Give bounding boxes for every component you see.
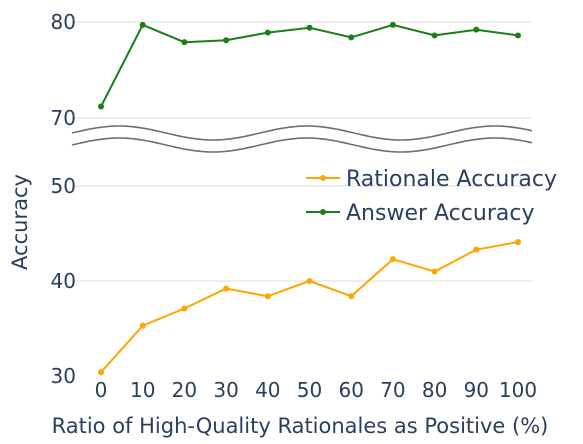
x-tick-label: 10 <box>130 378 155 402</box>
x-tick-label: 100 <box>499 378 537 402</box>
data-point <box>98 103 104 110</box>
data-point <box>264 29 271 36</box>
series-line <box>100 241 519 373</box>
x-tick-label: 20 <box>172 378 197 402</box>
data-point <box>389 256 396 263</box>
x-tick-label: 40 <box>255 378 280 402</box>
legend-item: Answer Accuracy <box>306 201 534 226</box>
data-point <box>264 293 271 300</box>
data-point <box>389 21 396 28</box>
x-tick-label: 70 <box>380 378 405 402</box>
x-tick-label: 50 <box>297 378 322 402</box>
y-tick-labels: 30 40 50 70 80 <box>51 10 76 388</box>
series-rationale-accuracy <box>98 239 521 376</box>
y-tick-label: 70 <box>51 106 76 130</box>
y-tick-label: 80 <box>51 10 76 34</box>
axis-break-fill <box>72 126 532 152</box>
y-tick-label: 50 <box>51 174 76 198</box>
data-point <box>223 37 230 44</box>
x-tick-label: 60 <box>338 378 363 402</box>
data-point <box>139 21 146 28</box>
data-point <box>431 32 438 39</box>
axis-break-wave-upper <box>71 125 533 141</box>
data-point <box>181 305 188 312</box>
legend: Rationale Accuracy Answer Accuracy <box>306 167 557 226</box>
data-point <box>515 239 521 246</box>
data-point <box>348 34 355 41</box>
y-axis-title: Accuracy <box>8 174 32 270</box>
data-point <box>306 278 313 284</box>
legend-label: Rationale Accuracy <box>346 167 557 192</box>
data-point <box>473 26 480 33</box>
y-tick-label: 40 <box>51 269 76 293</box>
x-tick-label: 90 <box>464 378 489 402</box>
data-point <box>473 246 480 253</box>
data-point <box>181 39 188 46</box>
series-answer-accuracy <box>98 21 521 110</box>
axis-break-marker <box>71 125 533 153</box>
x-axis-title: Ratio of High-Quality Rationales as Posi… <box>52 414 549 438</box>
data-point <box>306 24 313 31</box>
y-tick-label: 30 <box>51 364 76 388</box>
legend-swatch-marker <box>320 209 326 215</box>
series-line <box>100 23 519 107</box>
legend-item: Rationale Accuracy <box>306 167 557 192</box>
data-point <box>515 32 521 39</box>
data-point <box>139 322 146 329</box>
legend-swatch-marker <box>320 175 326 181</box>
x-tick-label: 30 <box>213 378 238 402</box>
grid-lines <box>72 21 532 282</box>
data-point <box>98 369 104 376</box>
x-tick-labels: 0 10 20 30 40 50 60 70 80 90 100 <box>95 378 537 402</box>
series-layer <box>98 21 521 376</box>
data-point <box>431 268 438 275</box>
x-tick-label: 0 <box>95 378 108 402</box>
data-point <box>223 285 230 292</box>
x-tick-label: 80 <box>422 378 447 402</box>
axis-break-wave-lower <box>71 137 533 153</box>
data-point <box>348 293 355 300</box>
legend-label: Answer Accuracy <box>346 201 534 226</box>
